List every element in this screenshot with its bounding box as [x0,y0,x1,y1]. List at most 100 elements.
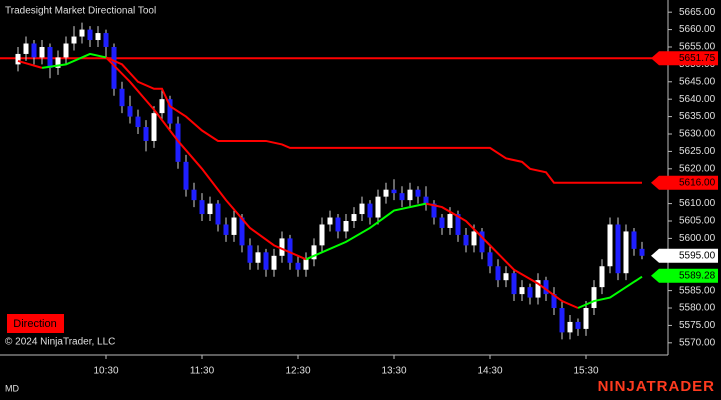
candle-body [623,231,629,274]
x-tick-label: 13:30 [381,366,406,377]
candle-body [239,217,245,246]
candle-body [207,203,213,215]
candle-body [399,193,405,201]
candle-body [575,321,581,329]
candle-body [215,203,221,225]
candle-body [127,106,133,117]
candle-body [551,294,557,309]
candle-body [23,43,29,54]
y-tick-label: 5585.00 [679,285,716,296]
candle-body [639,248,645,256]
candle-body [367,203,373,218]
candle-body [31,43,37,58]
candle-body [607,224,613,267]
price-marker [651,175,718,190]
candle-body [503,273,509,281]
y-tick-label: 5645.00 [679,76,716,87]
x-tick-label: 11:30 [190,366,215,377]
candle-body [439,217,445,228]
candle-body [311,245,317,260]
candle-body [351,214,357,222]
candle-body [383,189,389,197]
candle-body [231,217,237,235]
candle-body [423,196,429,204]
candle-body [263,252,269,270]
candle-body [495,266,501,281]
x-tick-label: 15:30 [573,366,598,377]
plot [0,22,668,340]
candle-body [111,46,117,89]
candle-body [583,308,589,329]
candle-body [359,203,365,215]
candle-body [119,88,125,107]
candle-body [519,287,525,295]
y-tick-label: 5665.00 [679,7,716,18]
candle-body [247,245,253,263]
candle-body [375,196,381,218]
price-marker-label: 5589.28 [679,270,716,281]
candle-body [455,214,461,235]
footer-label: MD [5,383,19,393]
price-marker [651,248,718,263]
candle-body [535,280,541,298]
direction-button-label[interactable]: Direction [13,318,56,330]
candle-body [63,43,69,58]
price-marker-label: 5616.00 [679,177,716,188]
y-tick-label: 5610.00 [679,198,716,209]
candle-body [279,238,285,256]
chart-title: Tradesight Market Directional Tool [5,6,156,17]
candle-body [255,252,261,263]
candle-body [271,255,277,270]
candle-body [567,321,573,333]
y-tick-label: 5625.00 [679,146,716,157]
y-tick-label: 5575.00 [679,320,716,331]
direction-button[interactable] [7,314,64,333]
candle-body [447,214,453,228]
candle-body [343,221,349,232]
candle-body [407,189,413,201]
candle-body [599,266,605,288]
y-tick-label: 5660.00 [679,24,716,35]
candle-body [71,36,77,44]
y-tick-label: 5655.00 [679,42,716,53]
y-tick-label: 5630.00 [679,129,716,140]
candle-body [295,262,301,270]
candle-body [175,123,181,162]
x-tick-label: 12:30 [285,366,310,377]
candle-body [199,200,205,215]
candle-body [479,231,485,253]
x-tick-label: 10:30 [93,366,118,377]
candle-body [527,287,533,298]
y-tick-label: 5620.00 [679,163,716,174]
price-marker [651,51,718,66]
candle-body [223,224,229,235]
copyright: © 2024 NinjaTrader, LLC [5,337,115,348]
y-tick-label: 5635.00 [679,111,716,122]
candle-body [543,280,549,295]
candle-body [79,29,85,37]
candle-body [303,259,309,270]
candle-body [431,203,437,218]
slow-line [105,56,642,184]
price-marker-label: 5651.75 [679,53,716,64]
candle-body [471,231,477,246]
candle-body [159,99,165,114]
candle-body [135,116,141,128]
candle-body [39,46,45,58]
x-tick-label: 14:30 [477,366,502,377]
candle-body [151,113,157,141]
candle-body [327,217,333,225]
y-tick-label: 5600.00 [679,233,716,244]
candle-body [487,252,493,267]
fast-line [41,52,643,309]
candle-body [559,308,565,333]
candle-body [87,29,93,41]
brand: NINJATRADER [598,378,715,395]
candle-body [591,287,597,309]
price-marker-label: 5595.00 [679,250,716,261]
candle-body [47,46,53,68]
y-tick-label: 5580.00 [679,303,716,314]
